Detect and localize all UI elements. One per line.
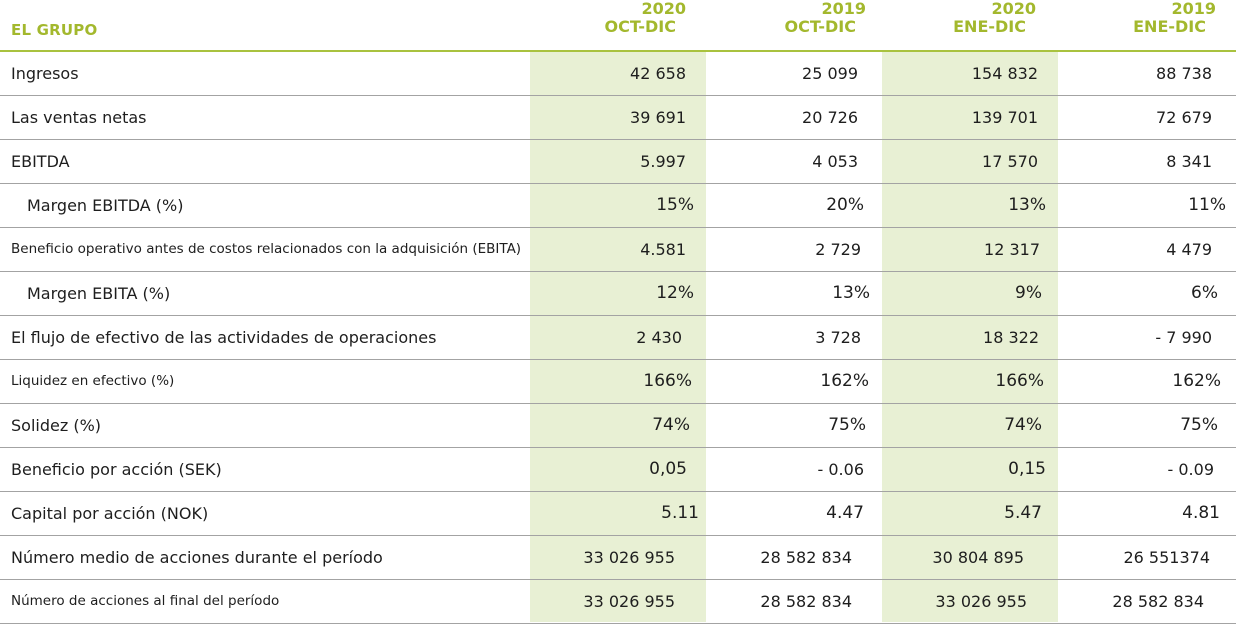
column-year: 2020 <box>641 0 686 18</box>
cell-value: 166% <box>643 371 692 391</box>
table-row: Margen EBITDA (%) 15% 20% 13% 11% <box>0 184 1236 228</box>
cell-value: 33 026 955 <box>583 548 675 567</box>
cell-value: 17 570 <box>982 152 1038 171</box>
table-row: EBITDA 5.997 4 053 17 570 8 341 <box>0 140 1236 184</box>
row-label: EBITDA <box>11 152 70 171</box>
cell-value: 0,15 <box>1008 459 1046 479</box>
cell-value: 2 430 <box>636 328 682 347</box>
cell-value: 20 726 <box>802 108 858 127</box>
cell-value: 20% <box>826 195 864 215</box>
cell-value: 3 728 <box>815 328 861 347</box>
row-label: Solidez (%) <box>11 416 102 435</box>
cell-value: 74% <box>1004 415 1042 435</box>
cell-value: 2 729 <box>815 240 861 259</box>
highlight-column-oct-dic-2020 <box>530 52 706 622</box>
cell-value: 11% <box>1188 195 1226 215</box>
cell-value: - 7 990 <box>1155 328 1212 347</box>
cell-value: 33 026 955 <box>935 592 1027 611</box>
cell-value: 28 582 834 <box>1112 592 1204 611</box>
table-header: EL GRUPO 2020 OCT-DIC 2019 OCT-DIC 2020 … <box>0 0 1236 52</box>
table-row: Margen EBITA (%) 12% 13% 9% 6% <box>0 272 1236 316</box>
cell-value: 12% <box>656 283 694 303</box>
cell-value: 4.81 <box>1182 503 1220 523</box>
column-year: 2019 <box>821 0 866 18</box>
cell-value: 74% <box>652 415 690 435</box>
row-label: Las ventas netas <box>11 108 147 127</box>
row-label: Beneficio por acción (SEK) <box>11 460 222 479</box>
cell-value: 39 691 <box>630 108 686 127</box>
cell-value: 9% <box>1015 283 1042 303</box>
cell-value: 5.47 <box>1004 503 1042 523</box>
cell-value: 154 832 <box>971 64 1038 83</box>
column-period: OCT-DIC <box>784 17 856 37</box>
column-year: 2020 <box>991 0 1036 18</box>
column-header-4: 2019 ENE-DIC <box>1058 0 1216 44</box>
row-label: Número de acciones al final del período <box>11 593 280 609</box>
row-label: El flujo de efectivo de las actividades … <box>11 328 437 347</box>
table-row: Número de acciones al final del período … <box>0 580 1236 624</box>
cell-value: 75% <box>828 415 866 435</box>
cell-value: 18 322 <box>983 328 1039 347</box>
highlight-column-ene-dic-2020 <box>882 52 1058 622</box>
column-header-3: 2020 ENE-DIC <box>882 0 1036 44</box>
table-row: Las ventas netas 39 691 20 726 139 701 7… <box>0 96 1236 140</box>
cell-value: 0,05 <box>649 459 687 479</box>
row-label: Beneficio operativo antes de costos rela… <box>11 241 522 257</box>
cell-value: 25 099 <box>802 64 858 83</box>
row-label: Liquidez en efectivo (%) <box>11 373 175 389</box>
table-title: EL GRUPO <box>11 21 98 39</box>
cell-value: 5.997 <box>640 152 686 171</box>
cell-value: 166% <box>995 371 1044 391</box>
column-period: OCT-DIC <box>604 17 676 37</box>
cell-value: 12 317 <box>984 240 1040 259</box>
cell-value: 26 551374 <box>1123 548 1210 567</box>
column-period: ENE-DIC <box>1133 17 1206 37</box>
cell-value: 30 804 895 <box>932 548 1024 567</box>
table-row: Ingresos 42 658 25 099 154 832 88 738 <box>0 52 1236 96</box>
column-period: ENE-DIC <box>953 17 1026 37</box>
table-row: Beneficio por acción (SEK) 0,05 - 0.06 0… <box>0 448 1236 492</box>
table-row: Liquidez en efectivo (%) 166% 162% 166% … <box>0 360 1236 404</box>
table-row: Beneficio operativo antes de costos rela… <box>0 228 1236 272</box>
cell-value: 4 053 <box>812 152 858 171</box>
table-row: Número medio de acciones durante el perí… <box>0 536 1236 580</box>
row-label: Ingresos <box>11 64 79 83</box>
column-header-1: 2020 OCT-DIC <box>530 0 686 44</box>
table-row: Capital por acción (NOK) 5.11 4.47 5.47 … <box>0 492 1236 536</box>
column-header-2: 2019 OCT-DIC <box>706 0 866 44</box>
cell-value: 42 658 <box>630 64 686 83</box>
cell-value: 5.11 <box>661 503 699 523</box>
row-label: Capital por acción (NOK) <box>11 504 209 523</box>
row-label: Margen EBITA (%) <box>27 284 171 303</box>
cell-value: 28 582 834 <box>760 592 852 611</box>
cell-value: 13% <box>832 283 870 303</box>
cell-value: 13% <box>1008 195 1046 215</box>
cell-value: 6% <box>1191 283 1218 303</box>
cell-value: 162% <box>820 371 869 391</box>
table-body: Ingresos 42 658 25 099 154 832 88 738 La… <box>0 52 1236 624</box>
cell-value: 15% <box>656 195 694 215</box>
column-year: 2019 <box>1171 0 1216 18</box>
cell-value: 8 341 <box>1166 152 1212 171</box>
cell-value: 4.47 <box>826 503 864 523</box>
row-label: Margen EBITDA (%) <box>27 196 184 215</box>
table-row: Solidez (%) 74% 75% 74% 75% <box>0 404 1236 448</box>
cell-value: 72 679 <box>1156 108 1212 127</box>
cell-value: 4.581 <box>640 240 686 259</box>
row-label: Número medio de acciones durante el perí… <box>11 548 383 567</box>
cell-value: 88 738 <box>1156 64 1212 83</box>
cell-value: - 0.09 <box>1167 460 1214 479</box>
cell-value: 28 582 834 <box>760 548 852 567</box>
cell-value: 162% <box>1172 371 1221 391</box>
cell-value: 33 026 955 <box>583 592 675 611</box>
table-row: El flujo de efectivo de las actividades … <box>0 316 1236 360</box>
cell-value: 4 479 <box>1166 240 1212 259</box>
cell-value: 139 701 <box>971 108 1038 127</box>
cell-value: - 0.06 <box>817 460 864 479</box>
cell-value: 75% <box>1180 415 1218 435</box>
